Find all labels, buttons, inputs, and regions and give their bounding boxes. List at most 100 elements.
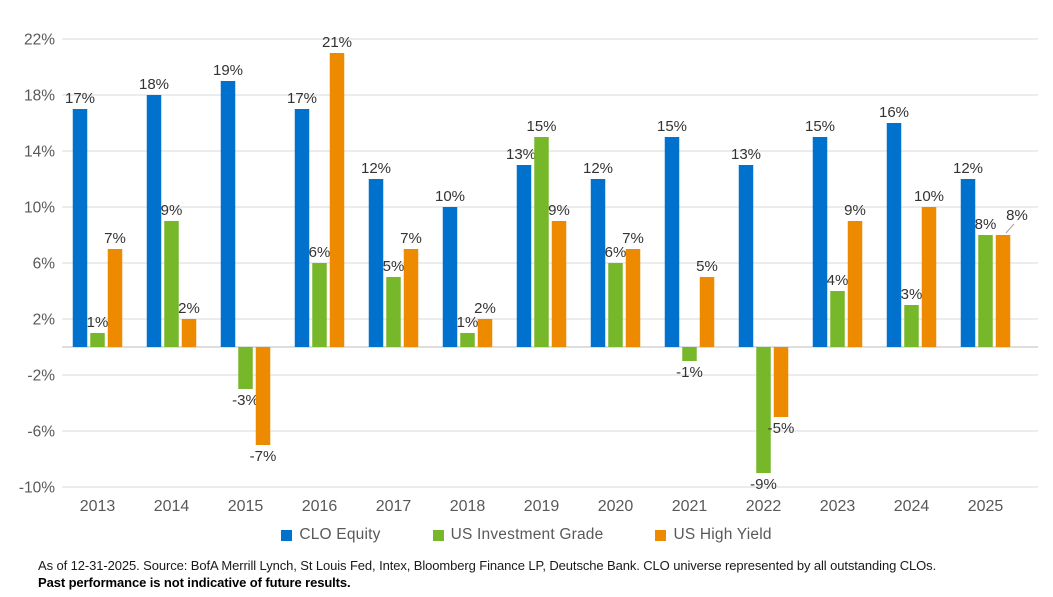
bar-2016-us-investment-grade: [312, 263, 327, 347]
bar-2015-us-investment-grade: [238, 347, 253, 389]
bar-2023-us-high-yield: [847, 221, 863, 347]
bar-2024-clo-equity: [886, 123, 902, 347]
y-axis-tick-label: 10%: [24, 200, 55, 217]
data-label-2013-clo-equity: 17%: [65, 90, 95, 107]
data-label-2015-us-investment-grade: -3%: [232, 392, 259, 409]
bar-2017-us-high-yield: [403, 249, 419, 347]
returns-bar-chart: 22% 18% 14% 10% 6% 2% -2% -6% -10% 17% 1% 7% 2013 18%…: [19, 32, 1038, 515]
label-leader-line: [1005, 223, 1015, 234]
bar-2014-clo-equity: [146, 95, 162, 347]
bar-2018-clo-equity: [442, 207, 458, 347]
x-axis-year-label: 2015: [228, 498, 264, 515]
data-label-2025-clo-equity: 12%: [953, 160, 983, 177]
x-axis-year-label: 2025: [968, 498, 1004, 515]
data-label-2016-clo-equity: 17%: [287, 90, 317, 107]
data-label-2021-us-high-yield: 5%: [696, 258, 718, 275]
legend-label-clo-equity: CLO Equity: [299, 526, 381, 543]
data-label-2020-us-investment-grade: 6%: [605, 244, 627, 261]
x-axis-year-label: 2019: [524, 498, 560, 515]
chart-legend: CLO Equity US Investment Grade US High Yie…: [0, 525, 1053, 545]
data-label-2016-us-investment-grade: 6%: [309, 244, 331, 261]
bar-2017-us-investment-grade: [386, 277, 401, 347]
data-label-2022-us-high-yield: -5%: [768, 420, 795, 437]
data-label-2023-us-high-yield: 9%: [844, 202, 866, 219]
bar-2016-us-high-yield: [329, 53, 345, 347]
data-label-2019-clo-equity: 13%: [506, 146, 536, 163]
bar-2021-clo-equity: [664, 137, 680, 347]
data-label-2025-us-investment-grade: 8%: [975, 216, 997, 233]
bar-2013-us-investment-grade: [90, 333, 105, 347]
y-axis-tick-label: 2%: [33, 312, 56, 329]
data-label-2018-us-high-yield: 2%: [474, 300, 496, 317]
y-axis-tick-label: 6%: [33, 256, 56, 273]
bar-2018-us-high-yield: [477, 319, 493, 347]
x-axis-year-label: 2022: [746, 498, 782, 515]
bar-2025-us-high-yield: [995, 235, 1011, 347]
bar-2022-clo-equity: [738, 165, 754, 347]
data-label-2024-clo-equity: 16%: [879, 104, 909, 121]
data-label-2015-us-high-yield: -7%: [250, 448, 277, 465]
bar-2013-clo-equity: [72, 109, 88, 347]
x-axis-year-label: 2018: [450, 498, 486, 515]
legend-item-clo-equity: CLO Equity: [281, 526, 380, 544]
data-label-2018-clo-equity: 10%: [435, 188, 465, 205]
footnote: As of 12-31-2025. Source: BofA Merrill L…: [38, 558, 1028, 591]
footnote-source-line: As of 12-31-2025. Source: BofA Merrill L…: [38, 558, 937, 573]
bar-2020-clo-equity: [590, 179, 606, 347]
data-label-2019-us-high-yield: 9%: [548, 202, 570, 219]
data-label-2017-us-high-yield: 7%: [400, 230, 422, 247]
legend-label-us-investment-grade: US Investment Grade: [450, 526, 604, 543]
y-axis-tick-label: -6%: [27, 424, 55, 441]
footnote-disclaimer-line: Past performance is not indicative of fu…: [38, 574, 351, 590]
legend-swatch-clo-equity: [281, 529, 293, 541]
x-axis-year-label: 2021: [672, 498, 708, 515]
y-axis-tick-label: 18%: [24, 88, 55, 105]
bar-2020-us-high-yield: [625, 249, 641, 347]
legend-item-us-investment-grade: US Investment Grade: [432, 526, 604, 544]
legend-swatch-us-investment-grade: [432, 529, 444, 541]
x-axis-year-label: 2014: [154, 498, 190, 515]
data-label-2022-clo-equity: 13%: [731, 146, 761, 163]
bar-2021-us-high-yield: [699, 277, 715, 347]
bar-2021-us-investment-grade: [682, 347, 697, 361]
data-label-2013-us-investment-grade: 1%: [87, 314, 109, 331]
bar-2014-us-high-yield: [181, 319, 197, 347]
data-label-2024-us-investment-grade: 3%: [901, 286, 923, 303]
data-label-2014-us-high-yield: 2%: [178, 300, 200, 317]
bar-2019-us-investment-grade: [534, 137, 549, 347]
x-axis-year-label: 2016: [302, 498, 338, 515]
data-label-2020-us-high-yield: 7%: [622, 230, 644, 247]
bar-2015-clo-equity: [220, 81, 236, 347]
x-axis-year-label: 2013: [80, 498, 116, 515]
data-label-2024-us-high-yield: 10%: [914, 188, 944, 205]
data-label-2020-clo-equity: 12%: [583, 160, 613, 177]
data-label-2017-us-investment-grade: 5%: [383, 258, 405, 275]
bar-2016-clo-equity: [294, 109, 310, 347]
data-label-2025-us-high-yield: 8%: [1006, 207, 1028, 224]
x-axis-year-label: 2024: [894, 498, 930, 515]
bar-2025-us-investment-grade: [978, 235, 993, 347]
data-label-2017-clo-equity: 12%: [361, 160, 391, 177]
data-label-2014-clo-equity: 18%: [139, 76, 169, 93]
bar-2020-us-investment-grade: [608, 263, 623, 347]
data-label-2013-us-high-yield: 7%: [104, 230, 126, 247]
data-label-2014-us-investment-grade: 9%: [161, 202, 183, 219]
y-axis-tick-label: -10%: [19, 480, 55, 497]
bar-2014-us-investment-grade: [164, 221, 179, 347]
legend-swatch-us-high-yield: [655, 529, 667, 541]
legend-label-us-high-yield: US High Yield: [673, 526, 772, 543]
data-label-2019-us-investment-grade: 15%: [526, 118, 556, 135]
data-label-2016-us-high-yield: 21%: [322, 34, 352, 51]
bar-2023-us-investment-grade: [830, 291, 845, 347]
x-axis-year-label: 2020: [598, 498, 634, 515]
bar-2017-clo-equity: [368, 179, 384, 347]
bar-2024-us-high-yield: [921, 207, 937, 347]
bar-2019-us-high-yield: [551, 221, 567, 347]
x-axis-year-label: 2017: [376, 498, 412, 515]
bar-2022-us-high-yield: [773, 347, 789, 417]
data-label-2023-us-investment-grade: 4%: [827, 272, 849, 289]
data-label-2022-us-investment-grade: -9%: [750, 476, 777, 493]
legend-item-us-high-yield: US High Yield: [655, 526, 771, 544]
data-label-2023-clo-equity: 15%: [805, 118, 835, 135]
